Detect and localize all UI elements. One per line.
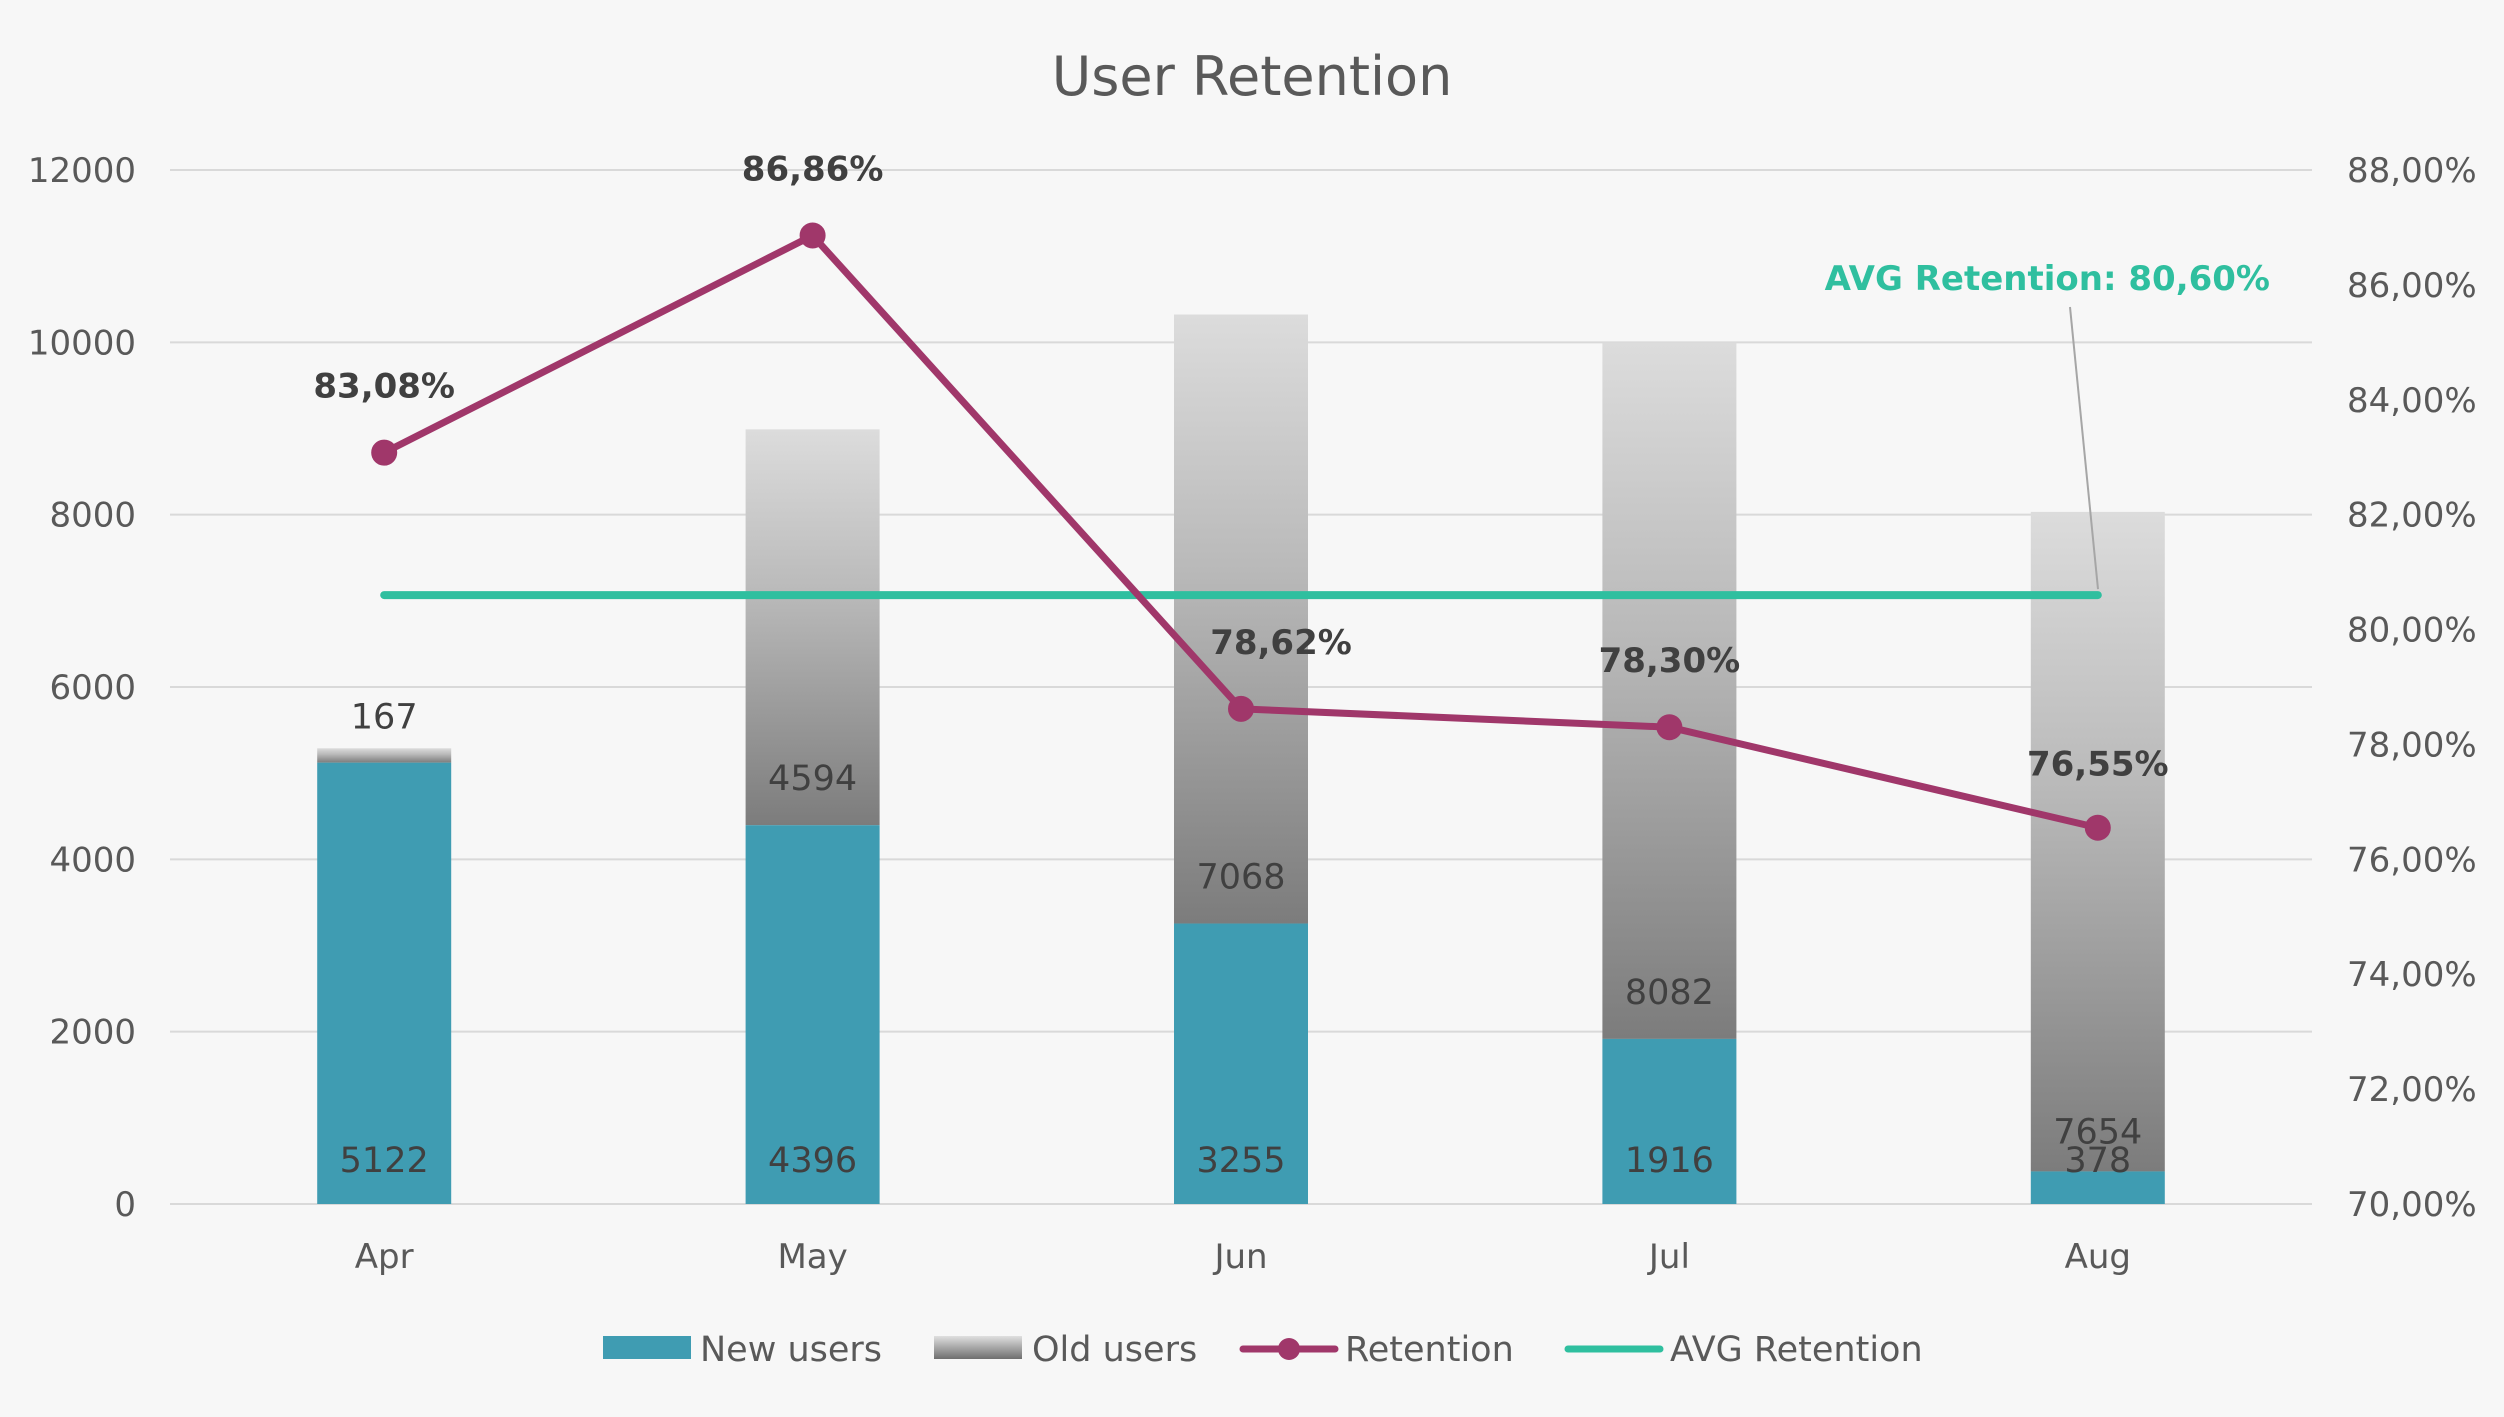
legend-marker-retention bbox=[1278, 1338, 1300, 1360]
chart-title: User Retention bbox=[1052, 45, 1453, 108]
avg-retention-leader-line bbox=[2069, 306, 2099, 590]
old-users-label-aug: 7654 bbox=[2053, 1112, 2142, 1152]
avg-retention-layer: AVG Retention: 80,60% bbox=[380, 259, 2270, 600]
legend-label-avg-retention: AVG Retention bbox=[1670, 1330, 1923, 1370]
retention-layer: 83,08% 86,86% 78,62% 78,30% 76,55% bbox=[313, 149, 2169, 841]
old-users-bar-may bbox=[745, 429, 880, 826]
old-users-bar-apr bbox=[317, 748, 452, 763]
new-users-bar-apr bbox=[317, 762, 452, 1204]
left-axis-tick: 2000 bbox=[49, 1013, 136, 1053]
legend-swatch-new-users bbox=[603, 1336, 691, 1359]
right-axis-tick: 86,00% bbox=[2347, 266, 2477, 306]
new-users-label-may: 4396 bbox=[768, 1141, 857, 1181]
new-users-label-jun: 3255 bbox=[1196, 1141, 1285, 1181]
retention-point-aug bbox=[2084, 814, 2111, 841]
new-users-bar-jul bbox=[1602, 1038, 1737, 1204]
retention-label-jun: 78,62% bbox=[1210, 623, 1352, 663]
right-axis-tick: 88,00% bbox=[2347, 151, 2477, 191]
retention-label-may: 86,86% bbox=[742, 149, 884, 189]
old-users-bar-jun bbox=[1174, 314, 1308, 924]
legend-swatch-old-users bbox=[934, 1336, 1022, 1359]
legend: New users Old users Retention AVG Retention bbox=[603, 1330, 1923, 1370]
retention-label-jul: 78,30% bbox=[1599, 641, 1741, 681]
x-axis-label-may: May bbox=[777, 1237, 847, 1277]
retention-label-aug: 76,55% bbox=[2027, 745, 2169, 785]
old-users-label-jul: 8082 bbox=[1625, 973, 1714, 1013]
legend-label-retention: Retention bbox=[1345, 1330, 1514, 1370]
right-axis-tick: 74,00% bbox=[2347, 955, 2477, 995]
right-axis-tick: 76,00% bbox=[2347, 840, 2477, 880]
x-axis-label-aug: Aug bbox=[2065, 1237, 2131, 1277]
new-users-label-jul: 1916 bbox=[1625, 1141, 1714, 1181]
retention-label-apr: 83,08% bbox=[313, 367, 455, 407]
left-axis: 0 2000 4000 6000 8000 10000 12000 bbox=[28, 151, 136, 1225]
new-users-bar-aug bbox=[2030, 1171, 2165, 1204]
retention-point-jun bbox=[1228, 695, 1254, 722]
new-users-bar-jun bbox=[1174, 923, 1308, 1204]
left-axis-tick: 0 bbox=[114, 1185, 136, 1225]
right-axis-tick: 80,00% bbox=[2347, 611, 2477, 651]
old-users-label-may: 4594 bbox=[768, 759, 857, 799]
old-users-label-jun: 7068 bbox=[1196, 858, 1285, 898]
right-axis-tick: 70,00% bbox=[2347, 1185, 2477, 1225]
new-users-label-aug: 378 bbox=[2064, 1141, 2131, 1181]
right-axis-tick: 82,00% bbox=[2347, 496, 2477, 536]
right-axis-tick: 84,00% bbox=[2347, 381, 2477, 421]
new-users-label-apr: 5122 bbox=[340, 1141, 429, 1181]
left-axis-tick: 10000 bbox=[28, 323, 136, 363]
right-axis: 70,00% 72,00% 74,00% 76,00% 78,00% 80,00% 82,0… bbox=[2347, 151, 2477, 1225]
right-axis-tick: 78,00% bbox=[2347, 725, 2477, 765]
avg-retention-label: AVG Retention: 80,60% bbox=[1825, 259, 2270, 299]
retention-point-may bbox=[799, 222, 826, 249]
x-axis-label-jun: Jun bbox=[1212, 1237, 1267, 1277]
old-users-bar-jul bbox=[1602, 342, 1737, 1039]
left-axis-tick: 8000 bbox=[49, 496, 136, 536]
retention-point-apr bbox=[371, 439, 398, 466]
old-users-bar-aug bbox=[2030, 511, 2165, 1172]
x-axis-label-jul: Jul bbox=[1647, 1237, 1690, 1277]
old-users-label-apr: 167 bbox=[351, 697, 418, 737]
left-axis-tick: 4000 bbox=[49, 840, 136, 880]
right-axis-tick: 72,00% bbox=[2347, 1070, 2477, 1110]
left-axis-tick: 12000 bbox=[28, 151, 136, 191]
x-axis-label-apr: Apr bbox=[355, 1237, 414, 1277]
legend-label-old-users: Old users bbox=[1032, 1330, 1197, 1370]
left-axis-tick: 6000 bbox=[49, 668, 136, 708]
x-axis: Apr May Jun Jul Aug bbox=[355, 1237, 2131, 1277]
new-users-bar-may bbox=[745, 825, 880, 1204]
retention-point-jul bbox=[1656, 714, 1683, 741]
legend-label-new-users: New users bbox=[700, 1330, 882, 1370]
